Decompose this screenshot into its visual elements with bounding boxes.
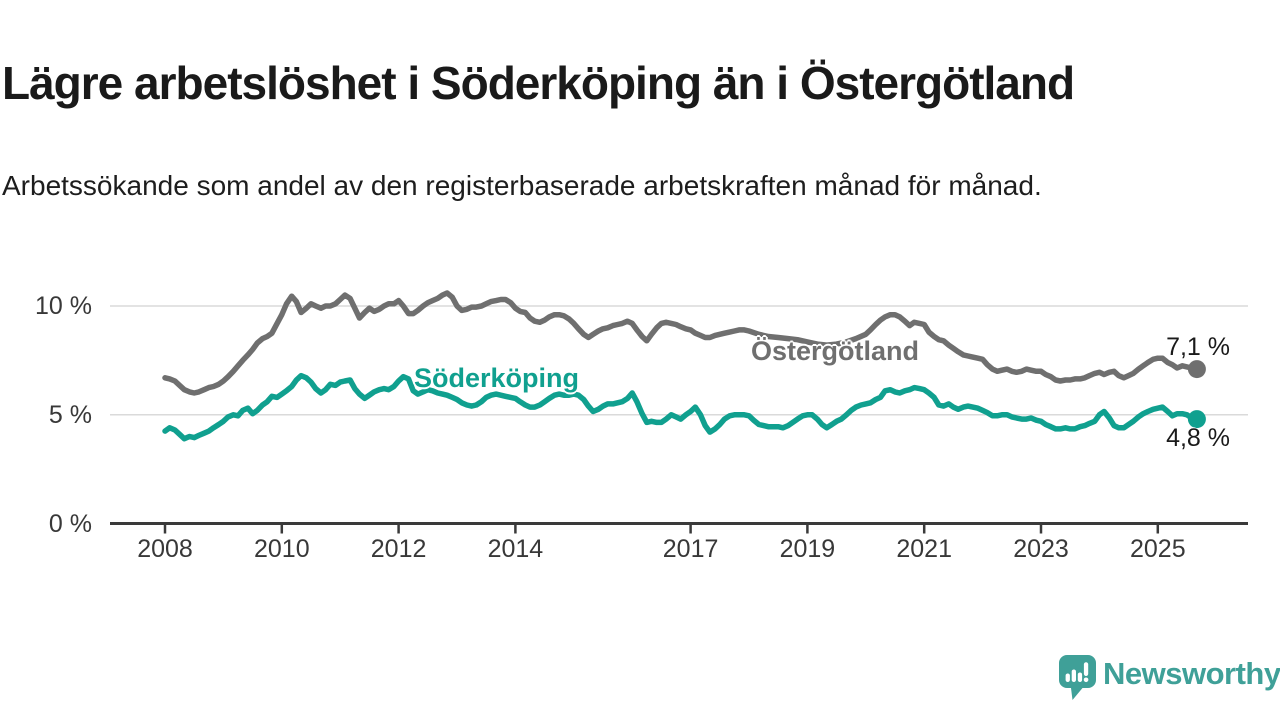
x-axis-label: 2023 — [1013, 535, 1069, 563]
end-value-label-ostergotland: 7,1 % — [1166, 333, 1230, 361]
x-axis-label: 2010 — [253, 535, 310, 563]
y-axis-labels: 0 % 5 % 10 % — [0, 0, 92, 720]
series-line — [162, 290, 1200, 396]
series-end-dot — [1187, 410, 1206, 429]
series-label-ostergotland: Östergötland — [751, 336, 920, 366]
x-axis-label: 2008 — [137, 535, 193, 563]
logo-exclamation-bar — [1083, 662, 1089, 676]
logo-bar-tall — [1071, 669, 1076, 682]
y-axis-label: 0 % — [48, 509, 92, 538]
series-end-dot — [1187, 360, 1206, 379]
chart-subtitle: Arbetssökande som andel av den registerb… — [2, 170, 1042, 201]
x-axis-label: 2021 — [896, 535, 952, 563]
newsworthy-logo-icon — [1059, 655, 1096, 700]
series-line — [162, 372, 1200, 442]
newsworthy-wordmark: Newsworthy — [1103, 656, 1280, 691]
y-axis-label: 10 % — [35, 292, 92, 320]
series-label-soderkoping: Söderköping — [414, 363, 580, 393]
x-axis-label: 2012 — [370, 535, 427, 563]
x-axis-label: 2017 — [662, 535, 719, 563]
logo-bubble-shape — [1059, 655, 1096, 700]
end-value-label-soderkoping: 4,8 % — [1166, 424, 1230, 452]
x-axis-label: 2025 — [1129, 535, 1186, 563]
logo-bar-small — [1065, 673, 1070, 682]
x-axis-label: 2014 — [487, 535, 544, 563]
x-axis-labels: 2008 2010 2012 2014 2017 2019 2021 2023 2025 — [0, 535, 1280, 565]
x-axis-label: 2019 — [779, 535, 836, 563]
logo-exclamation-dot — [1083, 677, 1089, 683]
y-axis-label: 5 % — [48, 400, 92, 429]
page-title: Lägre arbetslöshet i Söderköping än i Ös… — [2, 56, 1075, 109]
logo-bar-medium — [1077, 672, 1083, 682]
